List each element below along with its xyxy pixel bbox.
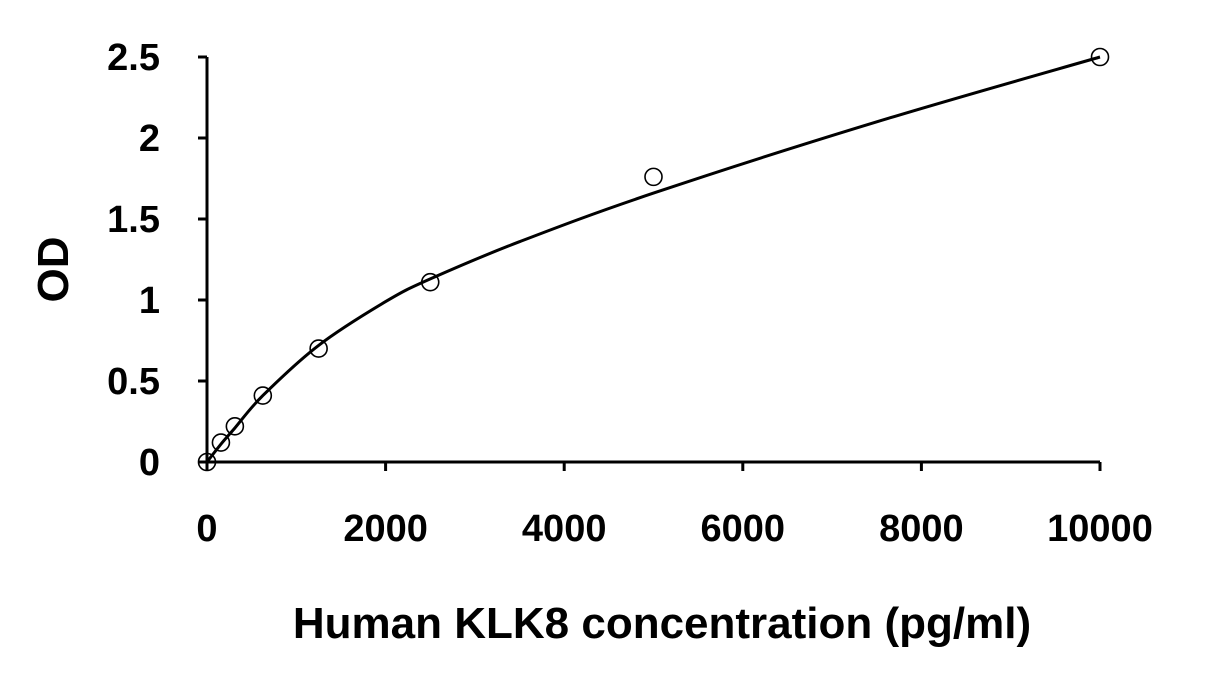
- data-point: [309, 339, 328, 358]
- data-point: [211, 433, 231, 452]
- y-axis-ticks: 0 0.5 1 1.5 2 2.5: [107, 37, 207, 484]
- data-point: [644, 167, 663, 187]
- data-point: [1090, 47, 1110, 67]
- y-tick-label: 2.5: [107, 37, 160, 79]
- y-axis-title: OD: [29, 237, 78, 303]
- data-point: [420, 272, 440, 292]
- x-tick-label: 0: [196, 508, 217, 550]
- x-axis-title: Human KLK8 concentration (pg/ml): [293, 599, 1031, 648]
- y-tick-label: 1.5: [107, 199, 160, 241]
- axes: [205, 57, 1100, 464]
- fit-curve: [205, 55, 1101, 463]
- y-tick-label: 2: [139, 118, 160, 160]
- data-point: [197, 452, 217, 472]
- x-tick-label: 2000: [343, 508, 428, 550]
- x-tick-label: 10000: [1047, 508, 1153, 550]
- data-point: [225, 417, 245, 436]
- x-axis-ticks: 0 2000 4000 6000 8000 10000: [196, 462, 1153, 550]
- y-tick-label: 0.5: [107, 361, 160, 403]
- data-points: [197, 47, 1110, 472]
- x-tick-label: 8000: [879, 508, 964, 550]
- y-tick-label: 1: [139, 280, 160, 322]
- x-tick-label: 4000: [522, 508, 607, 550]
- y-tick-label: 0: [139, 442, 160, 484]
- x-tick-label: 6000: [701, 508, 786, 550]
- data-point: [253, 386, 273, 405]
